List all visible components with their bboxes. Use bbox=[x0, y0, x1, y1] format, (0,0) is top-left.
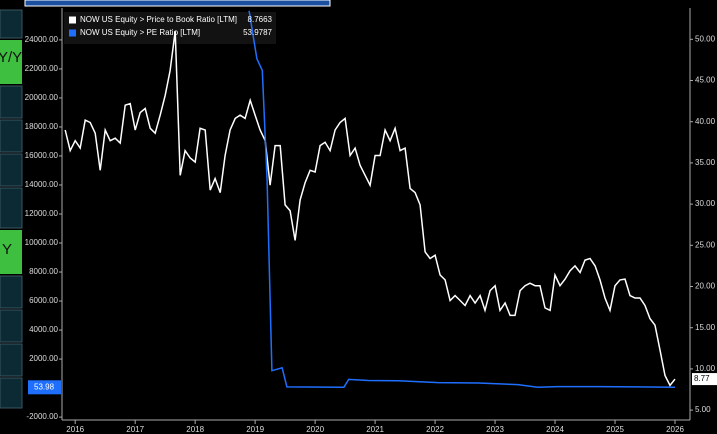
last-value-label: 53.98 bbox=[34, 382, 55, 391]
last-value-box bbox=[692, 373, 717, 386]
last-value-box bbox=[28, 380, 61, 395]
panel-text: Y/Y bbox=[0, 49, 22, 66]
panel-text: Y bbox=[2, 241, 12, 258]
series-line bbox=[248, 10, 676, 389]
legend-label: NOW US Equity > PE Ratio [LTM] bbox=[80, 28, 200, 37]
x-tick-label: 2022 bbox=[426, 425, 444, 434]
x-tick-label: 2019 bbox=[246, 425, 264, 434]
legend-value: 53.9787 bbox=[243, 28, 272, 37]
y2-tick-label: 15.00 bbox=[695, 323, 716, 332]
x-tick-label: 2025 bbox=[606, 425, 624, 434]
y2-tick-label: 40.00 bbox=[695, 117, 716, 126]
y-tick-label: 12000.00 bbox=[25, 209, 59, 218]
y-tick-label: 22000.00 bbox=[25, 64, 59, 73]
y-tick-label: 6000.00 bbox=[29, 296, 58, 305]
y-tick-label: -2000.00 bbox=[26, 412, 58, 421]
cell bbox=[0, 40, 22, 84]
cell bbox=[0, 275, 23, 309]
cell bbox=[0, 343, 23, 377]
cell bbox=[0, 9, 23, 39]
side-panel: Y/Y Y bbox=[0, 9, 23, 409]
x-tick-label: 2026 bbox=[666, 425, 684, 434]
y-tick-label: 14000.00 bbox=[25, 180, 59, 189]
cell bbox=[0, 230, 22, 274]
cell bbox=[0, 153, 23, 187]
y2-tick-label: 45.00 bbox=[695, 76, 716, 85]
y-tick-label: 8000.00 bbox=[29, 267, 58, 276]
cell bbox=[0, 377, 23, 409]
legend-swatch bbox=[69, 16, 76, 24]
series-line bbox=[64, 31, 676, 387]
y-tick-label: 16000.00 bbox=[25, 151, 59, 160]
last-value-label: 8.77 bbox=[694, 374, 710, 383]
x-tick-label: 2021 bbox=[366, 425, 384, 434]
y2-tick-label: 25.00 bbox=[695, 240, 716, 249]
x-tick-label: 2018 bbox=[186, 425, 204, 434]
y-tick-label: 4000.00 bbox=[29, 325, 58, 334]
top-bar bbox=[24, 0, 331, 7]
x-tick-label: 2020 bbox=[306, 425, 324, 434]
legend-value: 8.7663 bbox=[248, 15, 273, 24]
y-tick-label: 24000.00 bbox=[25, 35, 59, 44]
y-tick-label: 18000.00 bbox=[25, 122, 59, 131]
cell bbox=[0, 85, 23, 119]
y2-tick-label: 20.00 bbox=[695, 282, 716, 291]
x-tick-label: 2016 bbox=[66, 425, 84, 434]
y2-tick-label: 30.00 bbox=[695, 199, 716, 208]
x-tick-label: 2023 bbox=[486, 425, 504, 434]
y2-tick-label: 10.00 bbox=[695, 364, 716, 373]
y2-tick-label: 50.00 bbox=[695, 34, 716, 43]
cell bbox=[0, 187, 23, 229]
y-tick-label: 2000.00 bbox=[29, 354, 58, 363]
plot-area bbox=[64, 10, 676, 389]
y2-tick-label: 5.00 bbox=[695, 405, 711, 414]
y-tick-label: 20000.00 bbox=[25, 93, 59, 102]
legend bbox=[64, 12, 276, 44]
cell bbox=[0, 309, 23, 343]
cell bbox=[0, 119, 23, 153]
x-tick-label: 2024 bbox=[546, 425, 564, 434]
y-tick-label: 10000.00 bbox=[25, 238, 59, 247]
x-tick-label: 2017 bbox=[126, 425, 144, 434]
legend-swatch bbox=[69, 29, 76, 37]
legend-label: NOW US Equity > Price to Book Ratio [LTM… bbox=[80, 15, 237, 24]
y2-tick-label: 35.00 bbox=[695, 158, 716, 167]
